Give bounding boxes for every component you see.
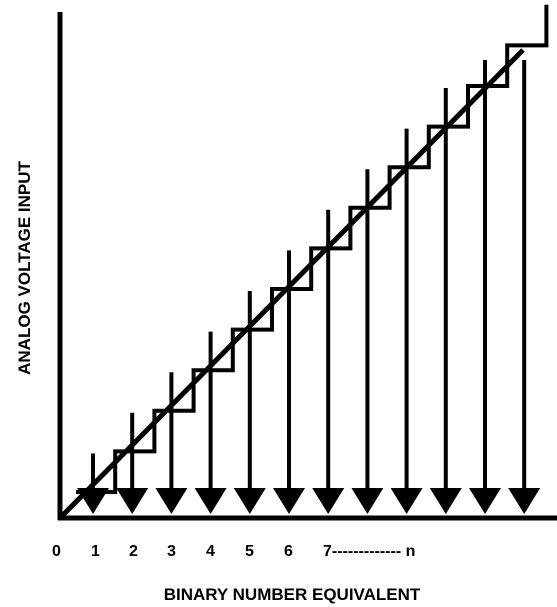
x-tick-2: 2 [129,543,138,560]
x-tick-7-to-n: 7------------- n [323,543,415,560]
y-axis-label: ANALOG VOLTAGE INPUT [15,161,34,375]
x-tick-6: 6 [284,543,293,560]
sampling-arrow-head [194,488,227,514]
sampling-arrow-head [273,488,305,514]
x-axis-label: BINARY NUMBER EQUIVALENT [164,585,421,604]
staircase-path [76,4,549,494]
sampling-arrow-head [351,488,384,514]
sampling-arrows [77,60,541,514]
sampling-arrow-head [390,488,423,514]
x-tick-1: 1 [91,543,100,560]
x-tick-0: 0 [52,543,61,560]
quantization-staircase [76,4,549,494]
sampling-arrow-head [429,488,462,514]
sampling-arrow-head [233,488,266,514]
sampling-arrow-head [469,488,501,514]
x-tick-4: 4 [206,543,215,560]
analog-input-ramp [58,48,525,520]
sampling-arrow-head [155,488,188,514]
sampling-arrow-head [312,488,345,514]
x-tick-5: 5 [245,543,254,560]
sampling-arrow-head [508,488,541,514]
sampling-arrow-head [77,488,109,514]
sampling-arrow-head [116,488,149,514]
x-tick-3: 3 [167,543,176,560]
